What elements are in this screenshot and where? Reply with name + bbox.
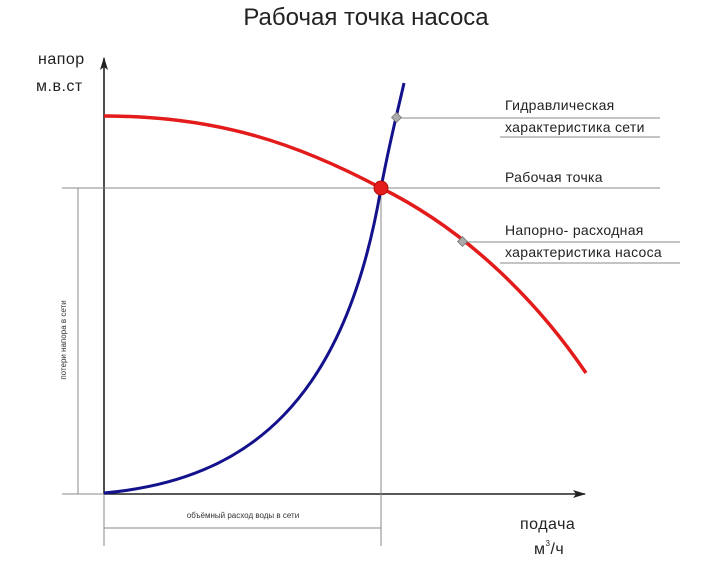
x-axis-unit-base: м [534,541,546,558]
operating-point-marker [373,180,389,196]
head-loss-label: потери напора в сети [59,300,68,379]
x-axis-unit-rest: /ч [550,541,564,558]
y-axis-label-line2: м.в.ст [36,78,83,95]
network-characteristic-curve [103,82,406,495]
y-axis-label-line1: напор [38,51,85,68]
network-callout-line2: характеристика сети [505,119,645,135]
flow-volume-label: объёмный расход воды в сети [187,511,299,520]
pump-callout-marker [456,235,469,248]
network-callout-line1: Гидравлическая [505,97,615,113]
x-axis-unit-superscript: 3 [546,539,551,548]
pump-callout-line2: характеристика насоса [505,244,662,260]
operating-point-callout: Рабочая точка [505,169,603,185]
x-axis-label-line1: подача [520,516,575,533]
network-callout-marker [390,111,403,124]
page-title: Рабочая точка насоса [243,4,489,31]
pump-callout-line1: Напорно- расходная [505,222,644,238]
x-axis-unit-label: м3/ч [534,539,564,558]
